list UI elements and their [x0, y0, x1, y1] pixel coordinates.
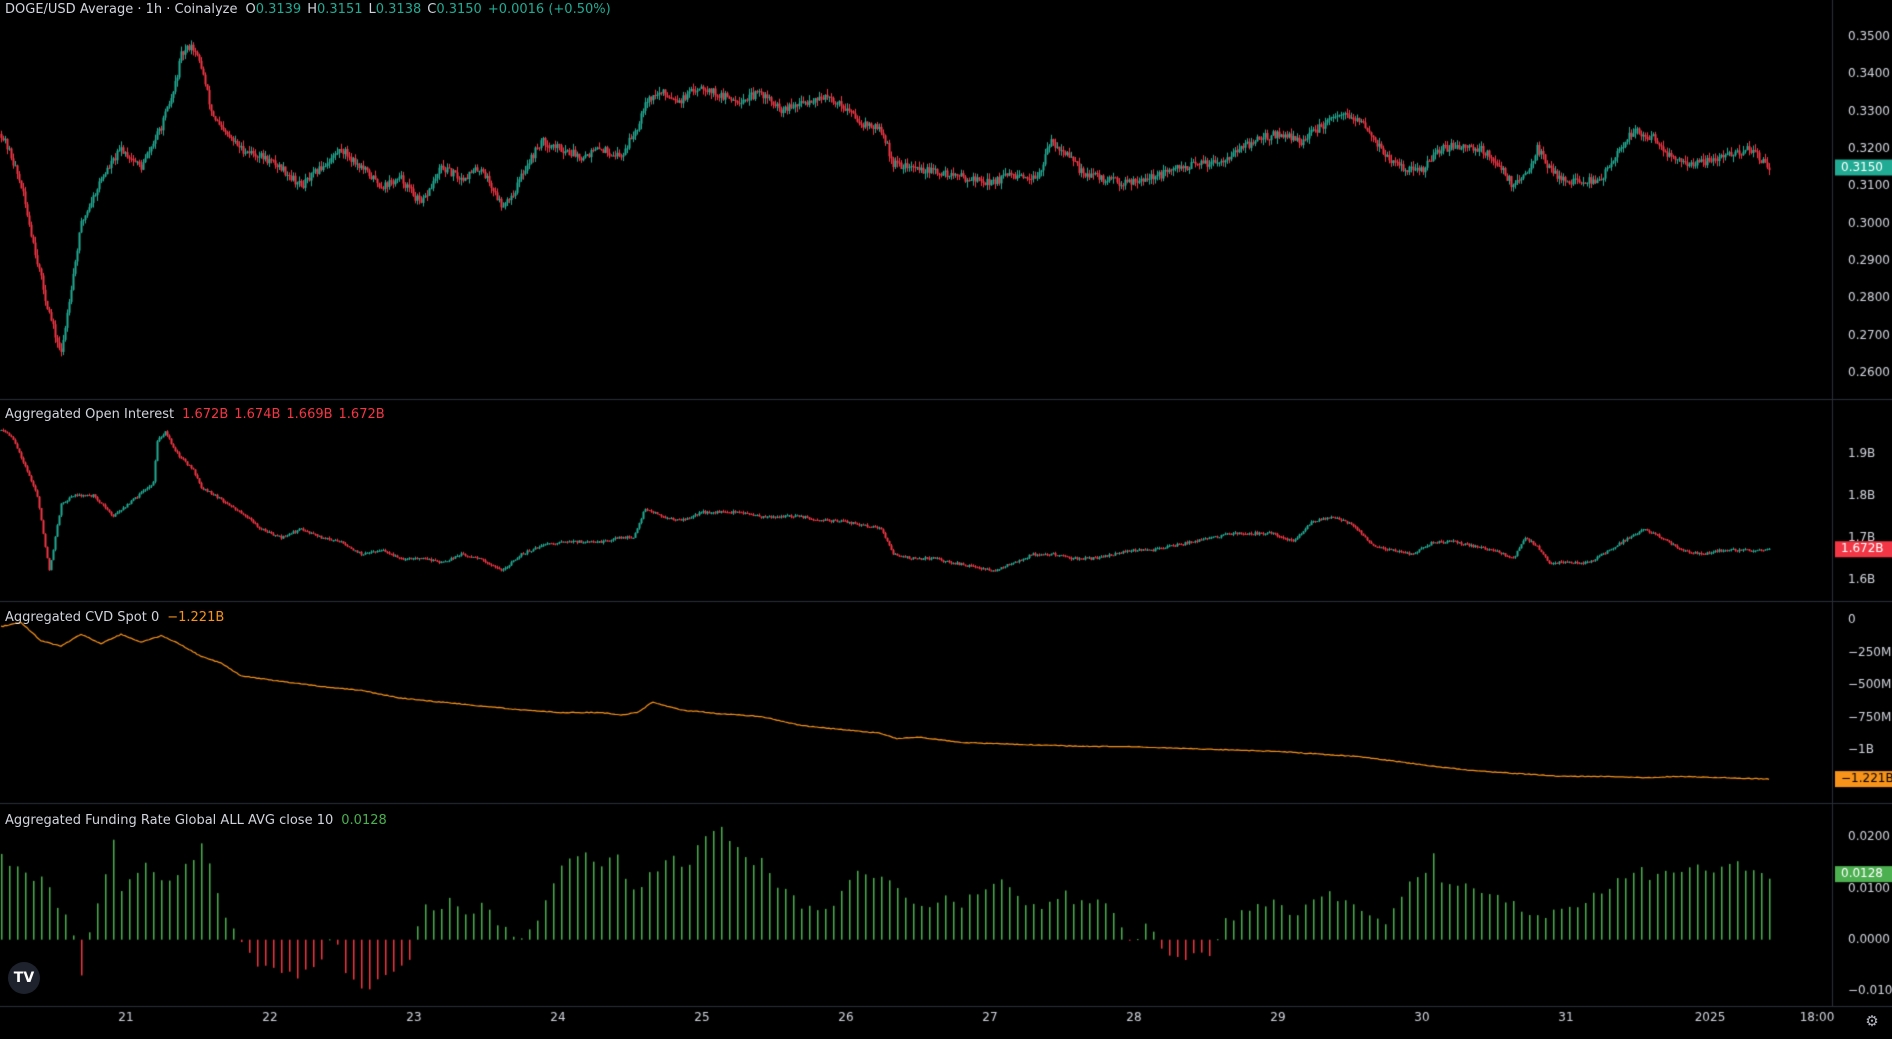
funding-value: 0.0128: [341, 813, 387, 828]
oi-open: 1.672B: [182, 407, 229, 422]
cvd-legend-title: Aggregated CVD Spot 0: [5, 610, 160, 625]
price-legend: DOGE/USD Average · 1h · Coinalyze O0.3139…: [5, 2, 611, 17]
cvd-legend: Aggregated CVD Spot 0 −1.221B: [5, 610, 224, 625]
price-legend-title: DOGE/USD Average · 1h · Coinalyze: [5, 2, 238, 17]
price-high: 0.3151: [317, 2, 363, 17]
funding-legend-title: Aggregated Funding Rate Global ALL AVG c…: [5, 813, 334, 828]
oi-legend-title: Aggregated Open Interest: [5, 407, 175, 422]
price-close: 0.3150: [436, 2, 482, 17]
price-open: 0.3139: [255, 2, 302, 17]
oi-high: 1.674B: [234, 407, 281, 422]
tradingview-logo-icon[interactable]: TV: [8, 962, 40, 994]
oi-low: 1.669B: [286, 407, 333, 422]
funding-legend: Aggregated Funding Rate Global ALL AVG c…: [5, 813, 387, 828]
price-change: +0.0016 (+0.50%): [487, 2, 611, 17]
cvd-value: −1.221B: [167, 610, 225, 625]
gear-icon[interactable]: ⚙: [1865, 1012, 1879, 1030]
oi-close: 1.672B: [338, 407, 385, 422]
oi-legend: Aggregated Open Interest 1.672B 1.674B 1.66…: [5, 407, 391, 422]
price-low: 0.3138: [375, 2, 422, 17]
